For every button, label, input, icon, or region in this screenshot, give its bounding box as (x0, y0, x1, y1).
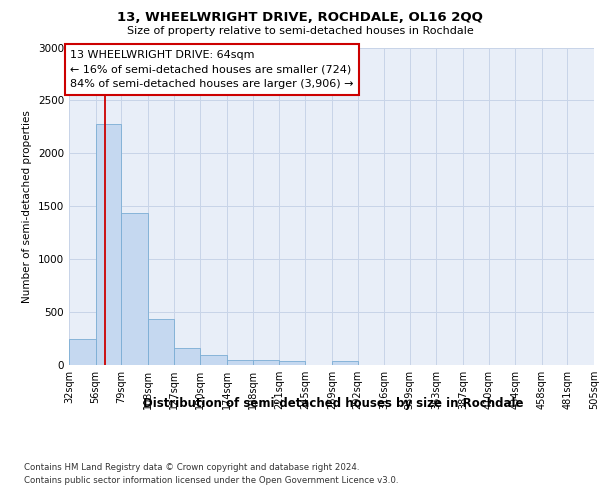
Bar (332, 361, 358, 365)
Bar (121, 212, 148, 365)
Bar (200, 356, 227, 365)
Text: Distribution of semi-detached houses by size in Rochdale: Distribution of semi-detached houses by … (143, 398, 523, 410)
Bar (148, 320, 175, 365)
Bar (95, 124, 121, 365)
Text: 13 WHEELWRIGHT DRIVE: 64sqm
← 16% of semi-detached houses are smaller (724)
84% : 13 WHEELWRIGHT DRIVE: 64sqm ← 16% of sem… (70, 50, 353, 89)
Bar (175, 348, 200, 365)
Text: 13, WHEELWRIGHT DRIVE, ROCHDALE, OL16 2QQ: 13, WHEELWRIGHT DRIVE, ROCHDALE, OL16 2Q… (117, 11, 483, 24)
Bar (69, 338, 95, 365)
Bar (279, 361, 305, 365)
Text: Size of property relative to semi-detached houses in Rochdale: Size of property relative to semi-detach… (127, 26, 473, 36)
Y-axis label: Number of semi-detached properties: Number of semi-detached properties (22, 110, 32, 302)
Bar (253, 360, 279, 365)
Text: Contains HM Land Registry data © Crown copyright and database right 2024.: Contains HM Land Registry data © Crown c… (24, 462, 359, 471)
Bar (227, 360, 253, 365)
Text: Contains public sector information licensed under the Open Government Licence v3: Contains public sector information licen… (24, 476, 398, 485)
